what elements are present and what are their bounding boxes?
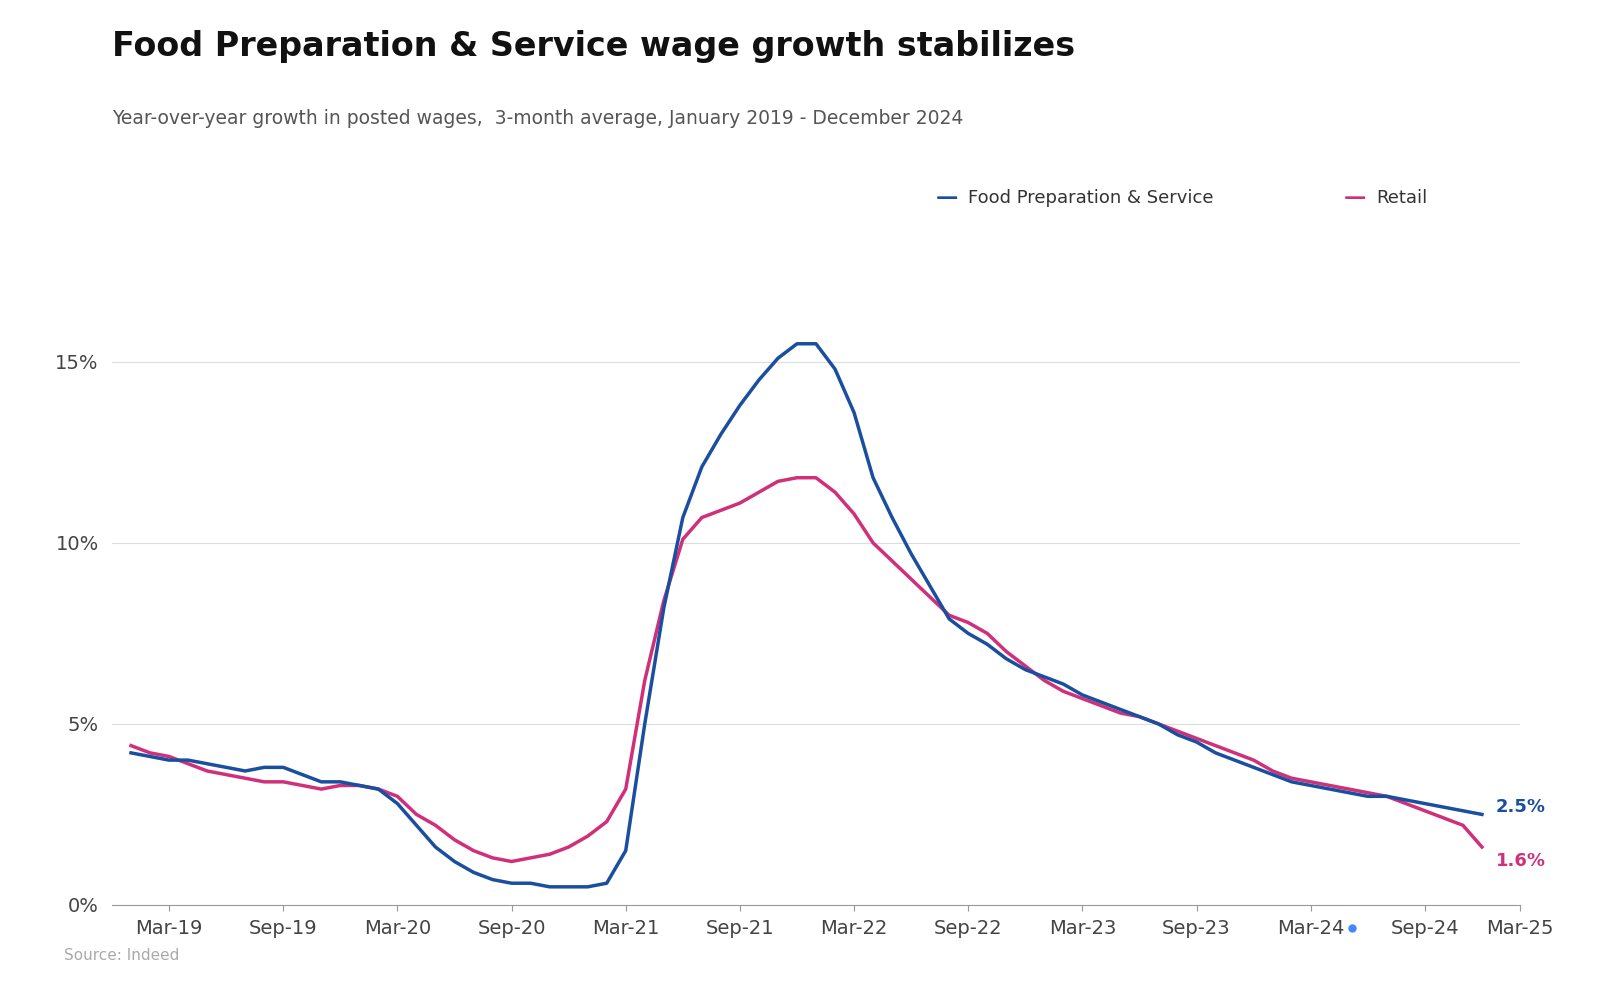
Text: Year-over-year growth in posted wages,  3-month average, January 2019 - December: Year-over-year growth in posted wages, 3… xyxy=(112,109,963,128)
Text: Food Preparation & Service wage growth stabilizes: Food Preparation & Service wage growth s… xyxy=(112,30,1075,62)
Text: indeed: indeed xyxy=(1339,939,1477,972)
Text: 2.5%: 2.5% xyxy=(1496,798,1546,816)
Text: 1.6%: 1.6% xyxy=(1496,853,1546,870)
Text: Retail: Retail xyxy=(1376,189,1427,207)
Text: Source: Indeed: Source: Indeed xyxy=(64,948,179,963)
Text: —: — xyxy=(1344,188,1366,208)
Text: —: — xyxy=(936,188,958,208)
Text: Food Preparation & Service: Food Preparation & Service xyxy=(968,189,1213,207)
